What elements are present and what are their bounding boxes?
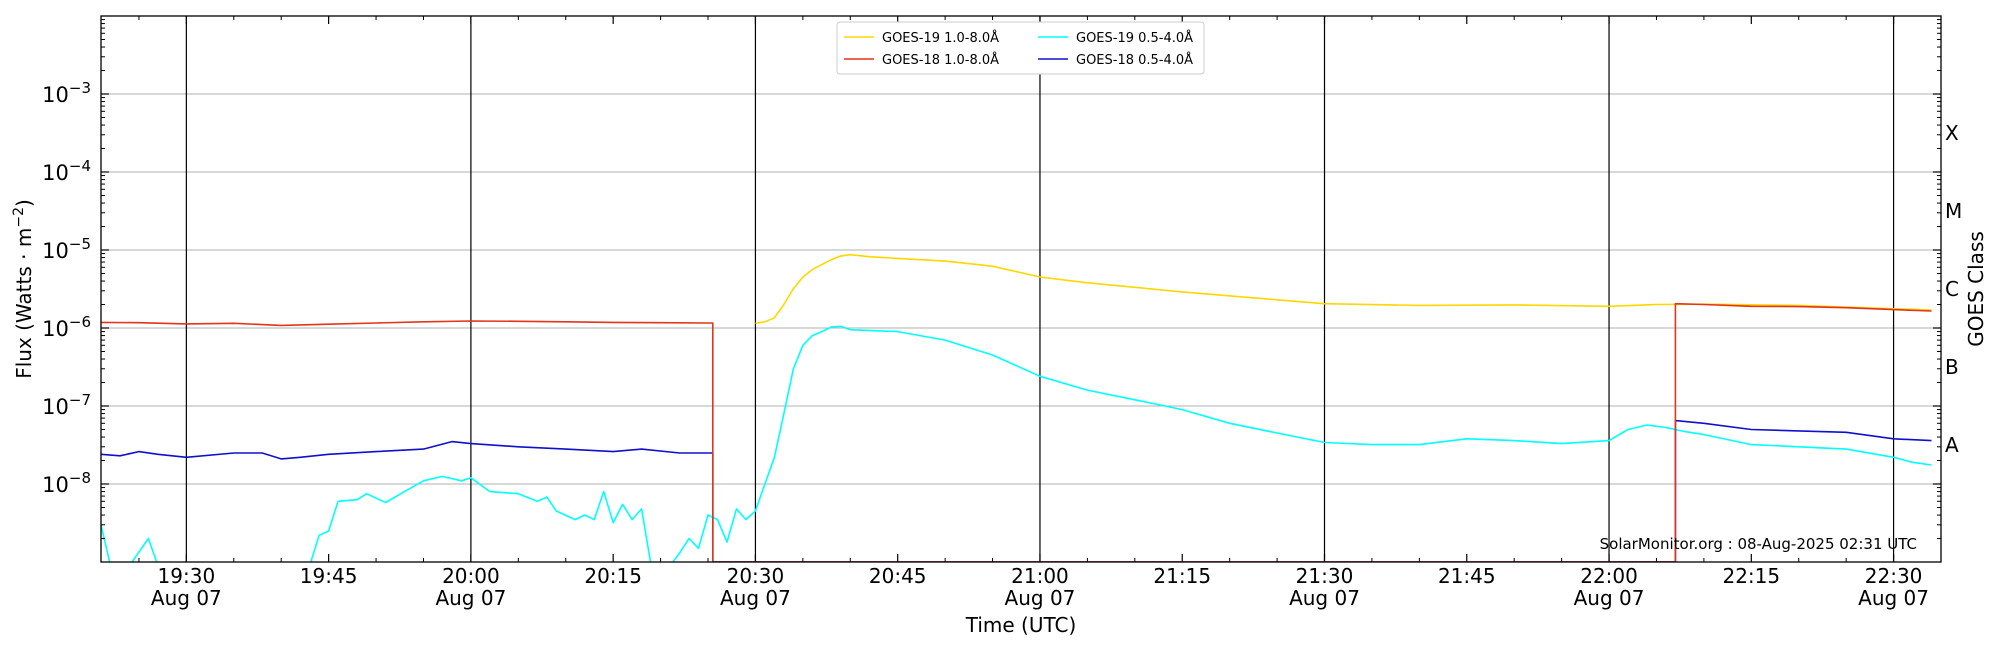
legend-entry-label: GOES-18 0.5-4.0Å xyxy=(1076,52,1193,68)
series-line-2 xyxy=(101,325,1932,562)
series-layer xyxy=(101,253,1932,562)
y-axis-label: Flux (Watts · m−2) xyxy=(11,199,36,379)
x-tick-time: 19:45 xyxy=(300,564,358,588)
goes-class-a: A xyxy=(1945,433,1959,457)
x-tick-time: 21:30 xyxy=(1296,564,1354,588)
series-line-3 xyxy=(101,419,1932,562)
series-line-0 xyxy=(755,253,1932,325)
y-tick-labels: 10−3 10−4 10−5 10−6 10−7 10−8 xyxy=(42,79,91,497)
goes-class-b: B xyxy=(1945,355,1959,379)
legend: GOES-19 1.0-8.0Å GOES-18 1.0-8.0Å GOES-19 … xyxy=(836,21,1205,75)
x-tick-date: Aug 07 xyxy=(1005,586,1076,610)
x-axis-label: Time (UTC) xyxy=(965,613,1077,637)
goes-class-labels: X M C B A xyxy=(1945,121,1962,457)
goes-class-x: X xyxy=(1945,121,1959,145)
goes-class-c: C xyxy=(1945,277,1959,301)
x-tick-time: 21:00 xyxy=(1011,564,1069,588)
x-tick-date: Aug 07 xyxy=(1574,586,1645,610)
goes-class-axis-label: GOES Class xyxy=(1964,231,1988,347)
x-tick-time: 22:30 xyxy=(1865,564,1923,588)
x-tick-time: 19:30 xyxy=(158,564,216,588)
x-tick-date: Aug 07 xyxy=(1289,586,1360,610)
x-tick-date: Aug 07 xyxy=(720,586,791,610)
x-tick-time: 22:00 xyxy=(1580,564,1638,588)
legend-entry-label: GOES-18 1.0-8.0Å xyxy=(882,52,999,68)
x-tick-time: 22:15 xyxy=(1722,564,1780,588)
x-tick-date: Aug 07 xyxy=(1858,586,1929,610)
x-tick-time: 20:00 xyxy=(442,564,500,588)
y-tick-label: 10−5 xyxy=(42,235,91,263)
axis-ticks xyxy=(101,16,1942,562)
x-tick-time: 20:30 xyxy=(727,564,785,588)
series-line-1 xyxy=(101,302,1932,562)
legend-frame xyxy=(836,21,1205,75)
x-tick-time: 21:45 xyxy=(1438,564,1496,588)
source-annotation: SolarMonitor.org : 08-Aug-2025 02:31 UTC xyxy=(1600,535,1917,553)
goes-class-m: M xyxy=(1945,199,1962,223)
y-tick-label: 10−4 xyxy=(42,157,91,185)
x-tick-time: 20:15 xyxy=(584,564,642,588)
y-tick-label: 10−7 xyxy=(42,391,91,419)
y-tick-label: 10−6 xyxy=(42,313,91,341)
x-tick-time: 20:45 xyxy=(869,564,927,588)
y-tick-label: 10−8 xyxy=(42,469,91,497)
plot-frame xyxy=(100,15,1942,563)
x-tick-date: Aug 07 xyxy=(435,586,506,610)
legend-entry-label: GOES-19 1.0-8.0Å xyxy=(882,30,999,46)
x-tick-time: 21:15 xyxy=(1153,564,1211,588)
legend-entry-label: GOES-19 0.5-4.0Å xyxy=(1076,30,1193,46)
x-tick-date: Aug 07 xyxy=(151,586,222,610)
y-tick-label: 10−3 xyxy=(42,79,91,107)
grid-lines xyxy=(101,16,1941,562)
